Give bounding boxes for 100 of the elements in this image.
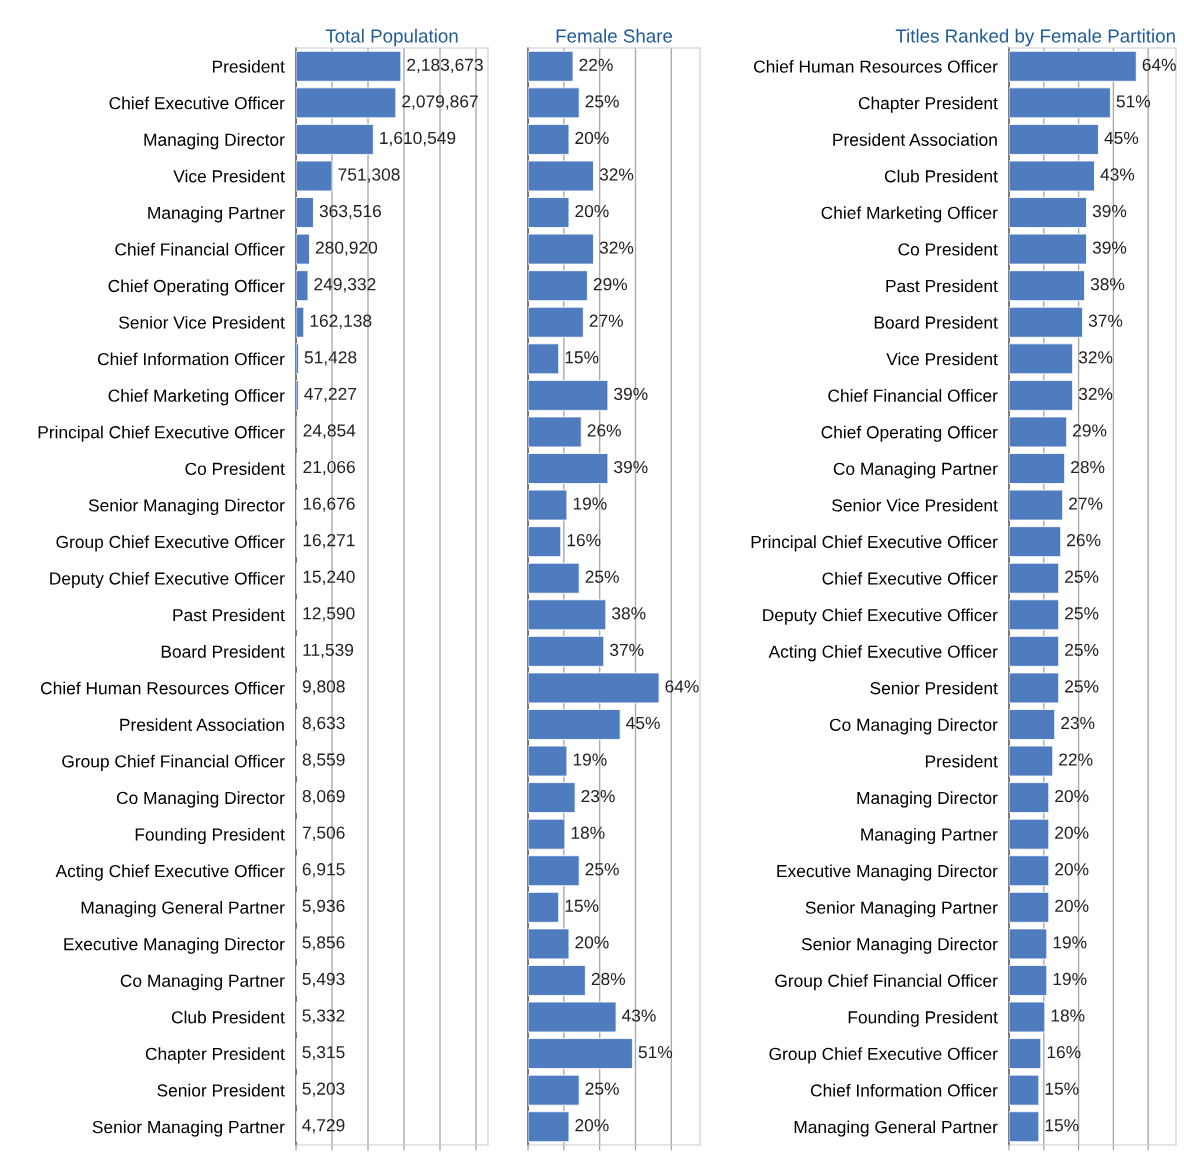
y-tick-label: Group Chief Executive Officer <box>56 535 285 552</box>
data-label: 11,539 <box>303 643 354 659</box>
data-label: 25% <box>1065 570 1099 583</box>
y-tick-label: Acting Chief Executive Officer <box>768 645 998 662</box>
y-tick-label: Senior Managing Partner <box>92 1120 285 1137</box>
data-label: 27% <box>589 314 623 327</box>
data-label: 2,079,867 <box>402 95 478 110</box>
data-label: 32% <box>599 241 634 254</box>
y-tick-label: Board President <box>874 315 998 329</box>
data-label: 26% <box>1067 534 1101 547</box>
data-label: 25% <box>585 863 619 876</box>
data-label: 20% <box>575 1119 609 1132</box>
data-label: 39% <box>614 387 648 401</box>
data-label: 15% <box>565 899 599 912</box>
data-label: 15% <box>565 351 599 364</box>
y-tick-label: Acting Chief Executive Officer <box>55 864 285 881</box>
data-label: 39% <box>1092 241 1127 254</box>
data-label: 8,069 <box>302 789 345 805</box>
data-label: 38% <box>612 607 646 620</box>
data-label: 20% <box>1055 863 1089 876</box>
data-label: 8,559 <box>302 753 345 768</box>
y-tick-label: Deputy Chief Executive Officer <box>50 571 285 589</box>
y-tick-label: Managing Director <box>857 791 998 808</box>
y-tick-label: Senior Managing Director <box>801 937 998 954</box>
data-label: 7,506 <box>302 826 345 841</box>
y-tick-label: Co President <box>898 242 998 256</box>
y-tick-label: Chief Information Officer <box>810 1083 998 1097</box>
data-label: 18% <box>571 826 605 839</box>
data-label: 1,610,549 <box>380 131 456 147</box>
y-tick-label: Chief Human Resources Officer <box>754 59 998 73</box>
y-tick-label: Board President <box>161 645 285 658</box>
data-label: 45% <box>626 716 660 730</box>
data-label: 19% <box>1053 936 1087 949</box>
y-tick-label: Chief Financial Officer <box>115 242 285 256</box>
y-tick-label: Chief Executive Officer <box>109 96 285 110</box>
data-label: 32% <box>599 168 634 181</box>
y-tick-label: Co Managing Partner <box>833 462 998 479</box>
data-label: 18% <box>1051 1009 1085 1022</box>
data-label: 8,633 <box>302 716 345 732</box>
data-label: 20% <box>575 204 609 218</box>
data-label: 25% <box>1065 643 1099 657</box>
y-tick-label: Group Chief Financial Officer <box>62 754 285 771</box>
y-tick-label: Chief Information Officer <box>97 352 285 366</box>
y-tick-label: Senior Managing Partner <box>805 901 998 918</box>
y-tick-label: Chapter President <box>858 96 998 113</box>
data-label: 25% <box>1065 607 1099 620</box>
data-label: 26% <box>587 424 621 437</box>
data-label: 25% <box>585 1082 619 1095</box>
data-label: 363,516 <box>319 204 381 220</box>
data-label: 19% <box>573 497 607 510</box>
y-tick-label: Club President <box>171 1010 285 1024</box>
data-label: 16% <box>1047 1045 1081 1059</box>
y-tick-label: Founding President <box>848 1010 998 1027</box>
y-tick-label: Managing Partner <box>148 206 285 223</box>
data-label: 51% <box>1116 95 1151 108</box>
y-tick-label: Senior Managing Director <box>88 498 285 515</box>
data-label: 23% <box>581 789 615 803</box>
y-tick-label: Managing Partner <box>861 827 998 845</box>
data-label: 32% <box>1078 351 1113 364</box>
y-tick-label: Senior Vice President <box>119 315 285 329</box>
data-label: 25% <box>585 95 619 108</box>
y-tick-label: Founding President <box>135 827 285 845</box>
data-label: 22% <box>1059 753 1093 766</box>
data-label: 29% <box>593 278 628 291</box>
y-tick-label: Executive Managing Director <box>64 937 285 954</box>
y-tick-label: Managing Director <box>144 133 285 150</box>
data-label: 5,856 <box>302 936 345 951</box>
data-label: 25% <box>1065 680 1099 693</box>
y-tick-label: President Association <box>120 718 284 731</box>
data-label: 51,428 <box>304 351 357 366</box>
data-label: 45% <box>1104 131 1139 145</box>
y-tick-label: Chief Operating Officer <box>821 425 998 442</box>
y-tick-label: Chief Marketing Officer <box>108 389 285 406</box>
y-tick-label: Senior President <box>870 681 998 695</box>
y-tick-label: Managing General Partner <box>794 1120 998 1137</box>
data-label: 64% <box>665 680 699 693</box>
y-tick-label: Managing General Partner <box>81 901 285 918</box>
y-tick-label: Past President <box>886 279 998 293</box>
y-tick-label: Vice President <box>173 169 285 183</box>
data-label: 47,227 <box>304 387 357 403</box>
data-label: 15% <box>1045 1119 1079 1132</box>
data-label: 20% <box>1055 826 1089 839</box>
data-label: 19% <box>573 753 607 766</box>
y-tick-label: Chief Human Resources Officer <box>41 681 285 695</box>
chart-title: Total Population <box>325 28 458 47</box>
data-label: 20% <box>1055 899 1089 912</box>
data-label: 6,915 <box>302 863 345 878</box>
data-label: 5,493 <box>302 972 345 988</box>
data-label: 20% <box>575 936 609 949</box>
y-tick-label: Club President <box>884 169 998 183</box>
y-tick-label: Co President <box>185 462 285 475</box>
data-label: 21,066 <box>303 460 355 476</box>
data-label: 24,854 <box>303 424 356 439</box>
data-label: 20% <box>575 131 609 145</box>
y-tick-label: Co Managing Director <box>116 791 285 808</box>
data-label: 5,936 <box>302 899 345 915</box>
data-label: 23% <box>1061 716 1095 730</box>
y-tick-label: President Association <box>833 133 997 146</box>
data-label: 51% <box>638 1046 673 1059</box>
data-label: 162,138 <box>310 314 372 329</box>
